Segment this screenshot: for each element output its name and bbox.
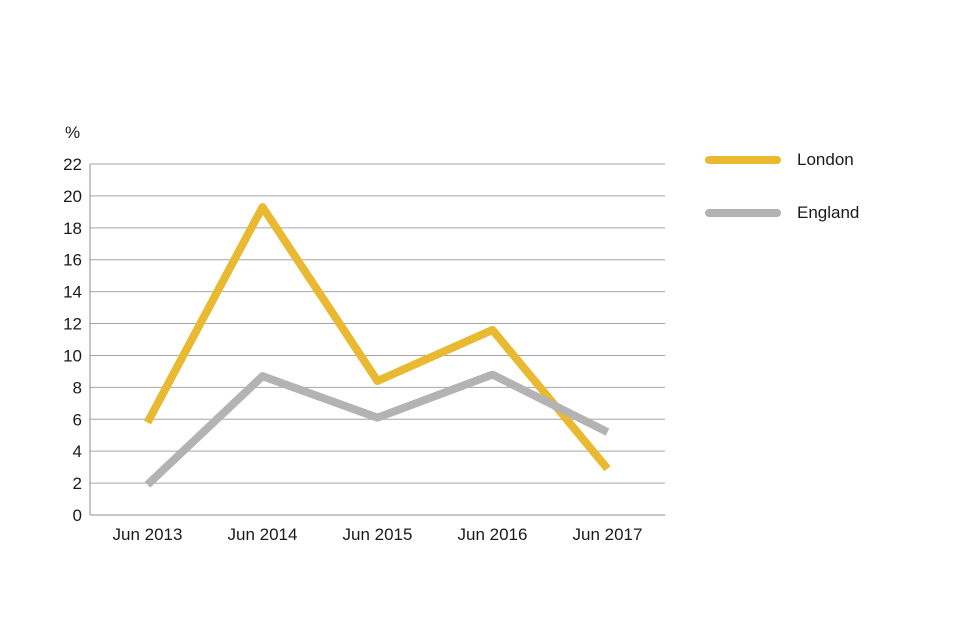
- legend-swatch-england: [705, 209, 781, 217]
- x-tick-label: Jun 2015: [343, 525, 413, 544]
- legend-item-england: England: [705, 203, 859, 223]
- legend-label-england: England: [797, 203, 860, 222]
- y-tick-label: 0: [73, 506, 82, 525]
- legend-swatch-london: [705, 156, 781, 164]
- y-tick-label: 8: [73, 378, 82, 397]
- x-tick-label: Jun 2017: [573, 525, 643, 544]
- y-axis-ticks: 0 2 4 6 8 10 12 14 16 18 20 22: [63, 155, 82, 525]
- series-lines: [143, 203, 611, 488]
- x-axis-ticks: Jun 2013 Jun 2014 Jun 2015 Jun 2016 Jun 2017: [113, 525, 643, 544]
- y-tick-label: 4: [73, 442, 82, 461]
- legend-label-london: London: [797, 150, 854, 169]
- y-tick-label: 12: [63, 315, 82, 334]
- y-tick-label: 14: [63, 283, 82, 302]
- y-axis-unit: %: [65, 123, 80, 142]
- legend-item-london: London: [705, 150, 854, 170]
- y-tick-label: 10: [63, 346, 82, 365]
- series-line-london: [143, 203, 611, 472]
- x-tick-label: Jun 2013: [113, 525, 183, 544]
- y-tick-label: 6: [73, 410, 82, 429]
- y-tick-label: 20: [63, 187, 82, 206]
- y-tick-label: 2: [73, 474, 82, 493]
- x-tick-label: Jun 2016: [458, 525, 528, 544]
- x-tick-label: Jun 2014: [228, 525, 298, 544]
- y-tick-label: 16: [63, 251, 82, 270]
- y-tick-label: 22: [63, 155, 82, 174]
- y-tick-label: 18: [63, 219, 82, 238]
